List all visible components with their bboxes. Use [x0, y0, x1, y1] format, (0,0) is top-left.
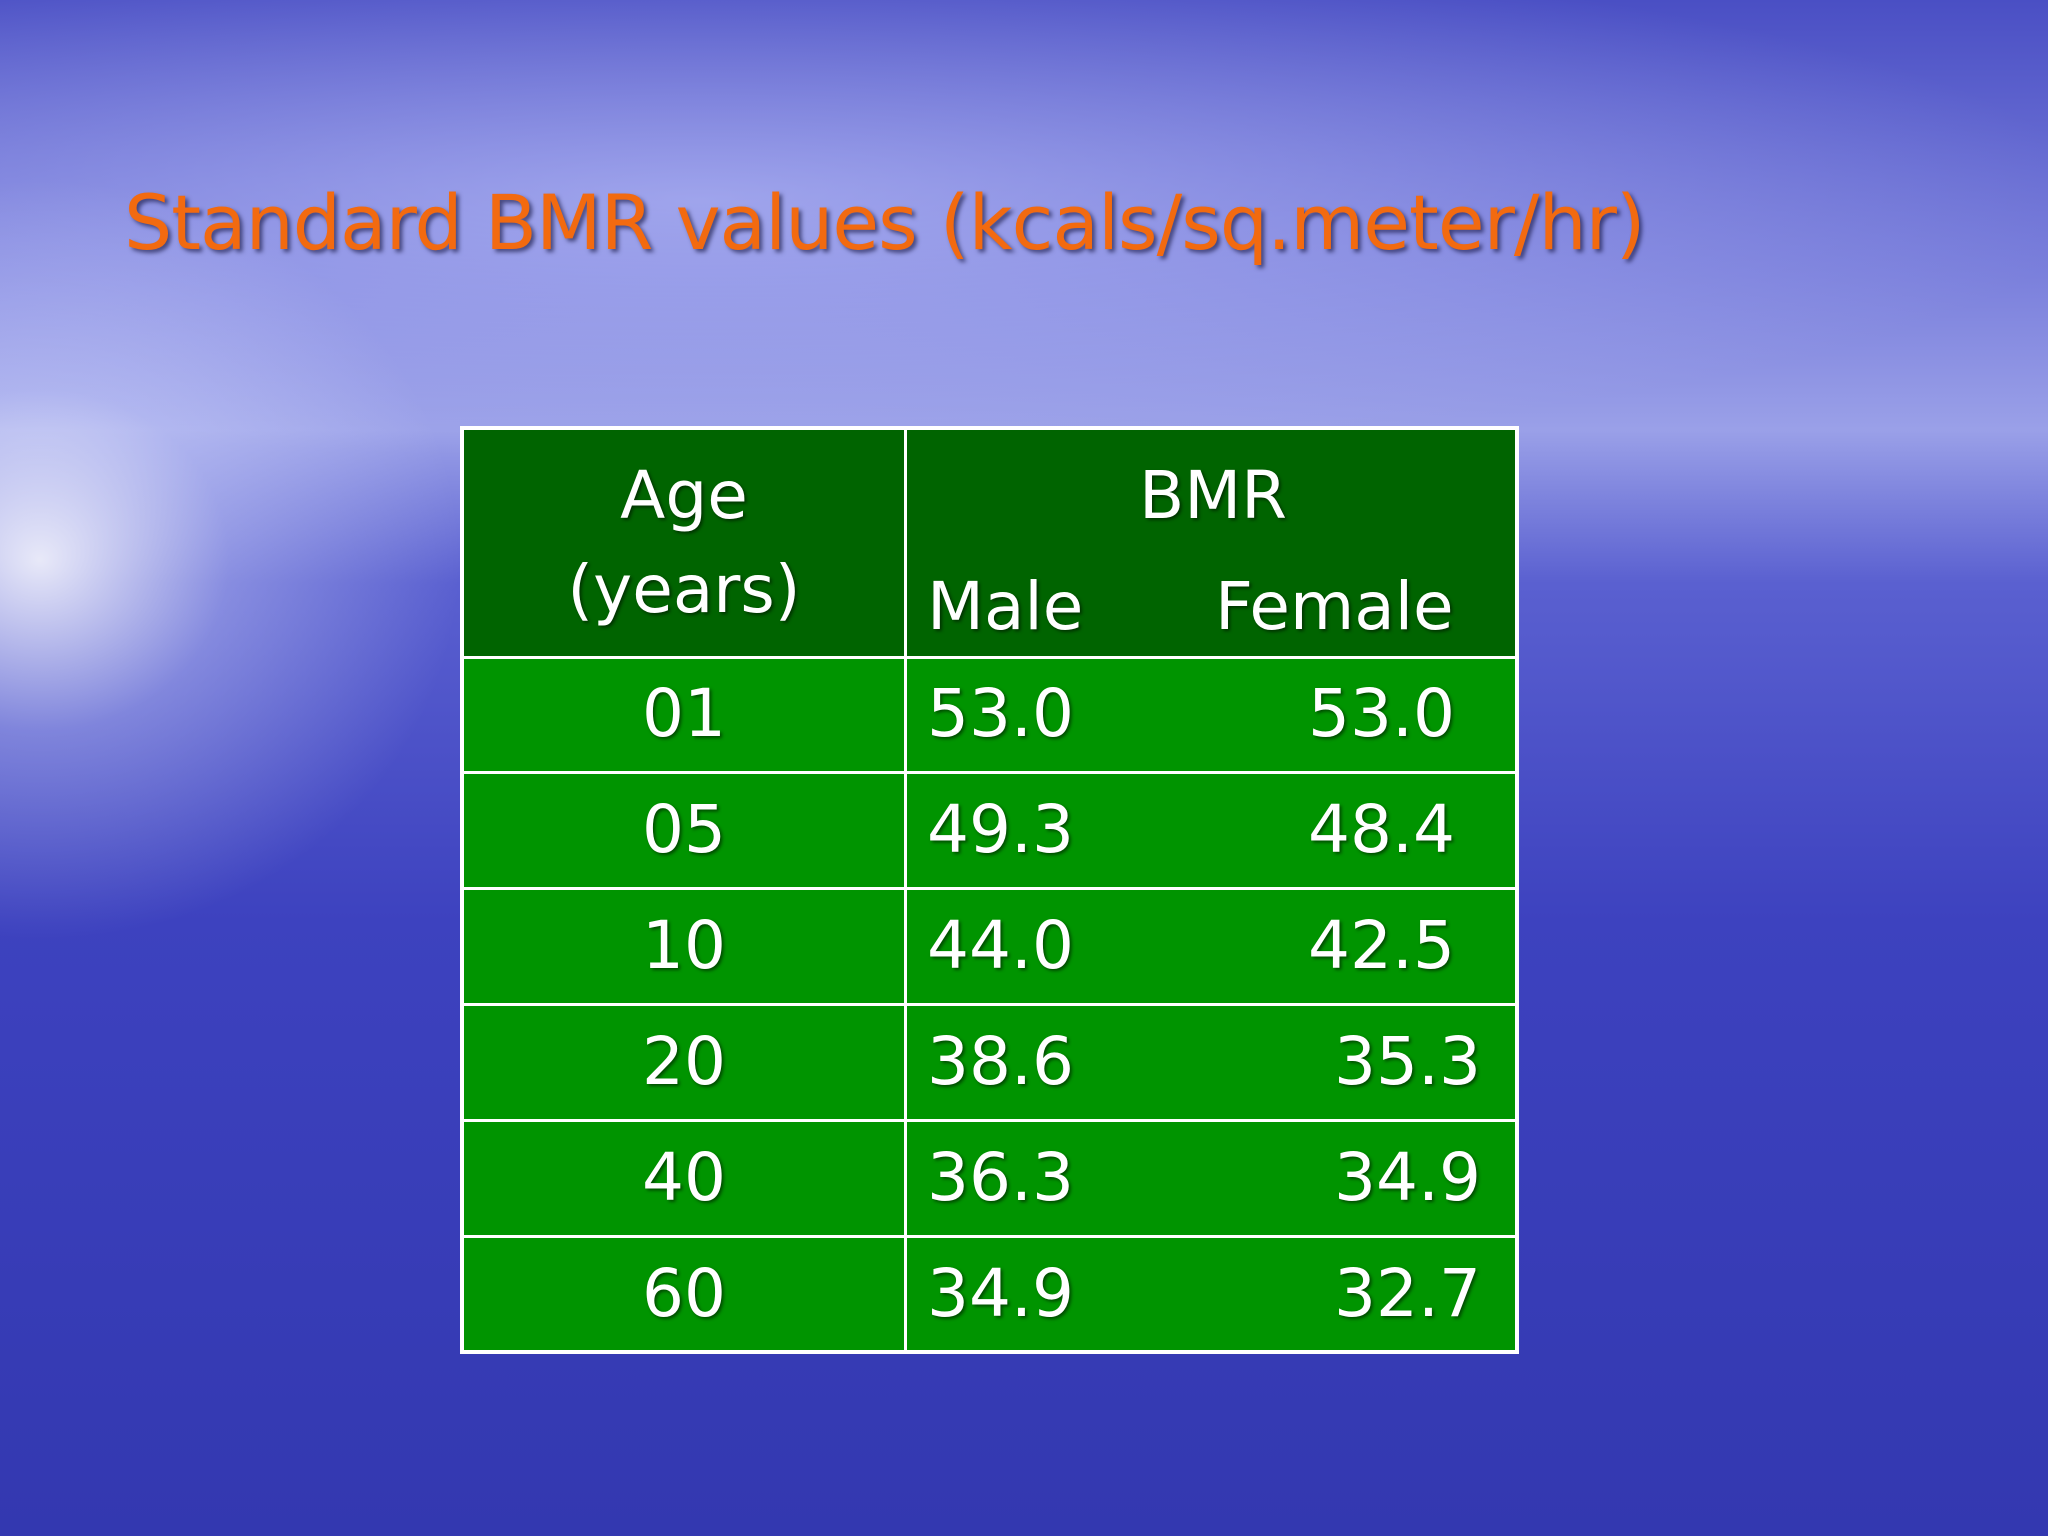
column-divider — [904, 430, 907, 1350]
age-cell: 01 — [642, 675, 726, 752]
row-divider — [464, 1119, 1515, 1122]
male-cell: 49.3 — [927, 791, 1074, 868]
female-cell: 42.5 — [1308, 907, 1455, 984]
age-cell: 40 — [642, 1139, 726, 1216]
header-male: Male — [927, 568, 1084, 645]
male-cell: 38.6 — [927, 1023, 1074, 1100]
female-cell: 32.7 — [1334, 1255, 1481, 1332]
age-cell: 20 — [642, 1023, 726, 1100]
age-cell: 10 — [642, 907, 726, 984]
header-age: Age — [620, 457, 748, 534]
age-cell: 60 — [642, 1255, 726, 1332]
age-cell: 05 — [642, 791, 726, 868]
male-cell: 53.0 — [927, 675, 1074, 752]
female-cell: 34.9 — [1334, 1139, 1481, 1216]
header-age-unit: (years) — [567, 551, 801, 628]
row-divider — [464, 1003, 1515, 1006]
table-header: Age (years) BMR Male Female — [464, 430, 1515, 659]
male-cell: 34.9 — [927, 1255, 1074, 1332]
slide-title: Standard BMR values (kcals/sq.meter/hr) — [124, 178, 1646, 267]
male-cell: 36.3 — [927, 1139, 1074, 1216]
row-divider — [464, 887, 1515, 890]
female-cell: 53.0 — [1308, 675, 1455, 752]
header-bmr: BMR — [1138, 457, 1288, 534]
female-cell: 35.3 — [1334, 1023, 1481, 1100]
row-divider — [464, 771, 1515, 774]
row-divider — [464, 1235, 1515, 1238]
female-cell: 48.4 — [1308, 791, 1455, 868]
male-cell: 44.0 — [927, 907, 1074, 984]
header-female: Female — [1215, 568, 1454, 645]
bmr-table: Age (years) BMR Male Female 01 53.0 53.0 05… — [460, 426, 1519, 1354]
